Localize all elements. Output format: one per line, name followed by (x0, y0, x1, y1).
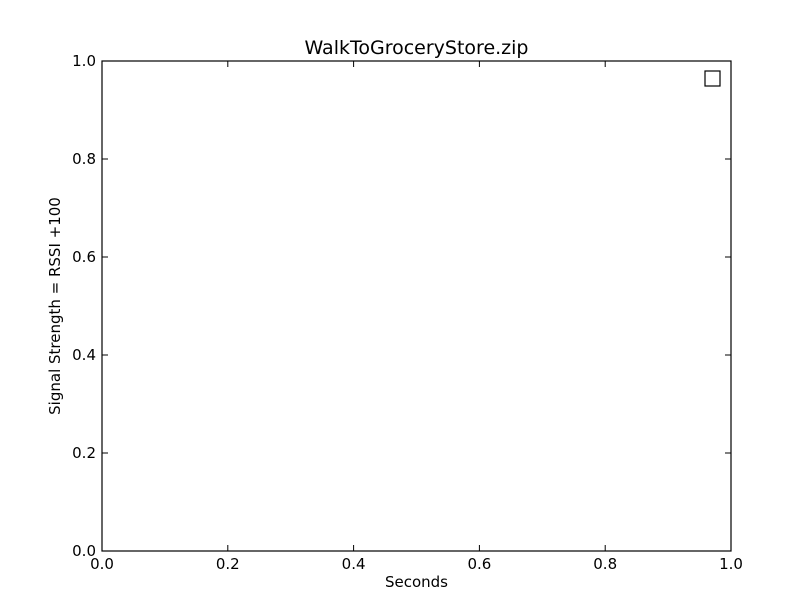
legend-marker (704, 70, 721, 87)
y-tick-label: 0.8 (72, 150, 96, 168)
chart-title: WalkToGroceryStore.zip (304, 37, 528, 59)
plot-area (101, 60, 732, 552)
legend (704, 70, 721, 87)
y-tick-label: 0.6 (72, 248, 96, 266)
y-tick-label: 0.2 (72, 444, 96, 462)
x-tick-label: 0.6 (467, 555, 491, 573)
y-axis: 0.0 0.2 0.4 0.6 0.8 1.0 (72, 52, 731, 560)
x-axis-label: Seconds (385, 573, 448, 591)
x-tick-label: 0.2 (216, 555, 240, 573)
axes-frame (101, 60, 732, 552)
x-tick-label: 0.4 (342, 555, 366, 573)
y-tick-label: 0.4 (72, 346, 96, 364)
y-tick-label: 0.0 (72, 542, 96, 560)
x-tick-label: 0.0 (90, 555, 114, 573)
x-tick-label: 1.0 (719, 555, 743, 573)
x-tick-label: 0.8 (593, 555, 617, 573)
y-axis-label: Signal Strength = RSSI +100 (46, 197, 64, 415)
y-tick-label: 1.0 (72, 52, 96, 70)
x-axis: 0.0 0.2 0.4 0.6 0.8 1.0 (90, 61, 743, 573)
